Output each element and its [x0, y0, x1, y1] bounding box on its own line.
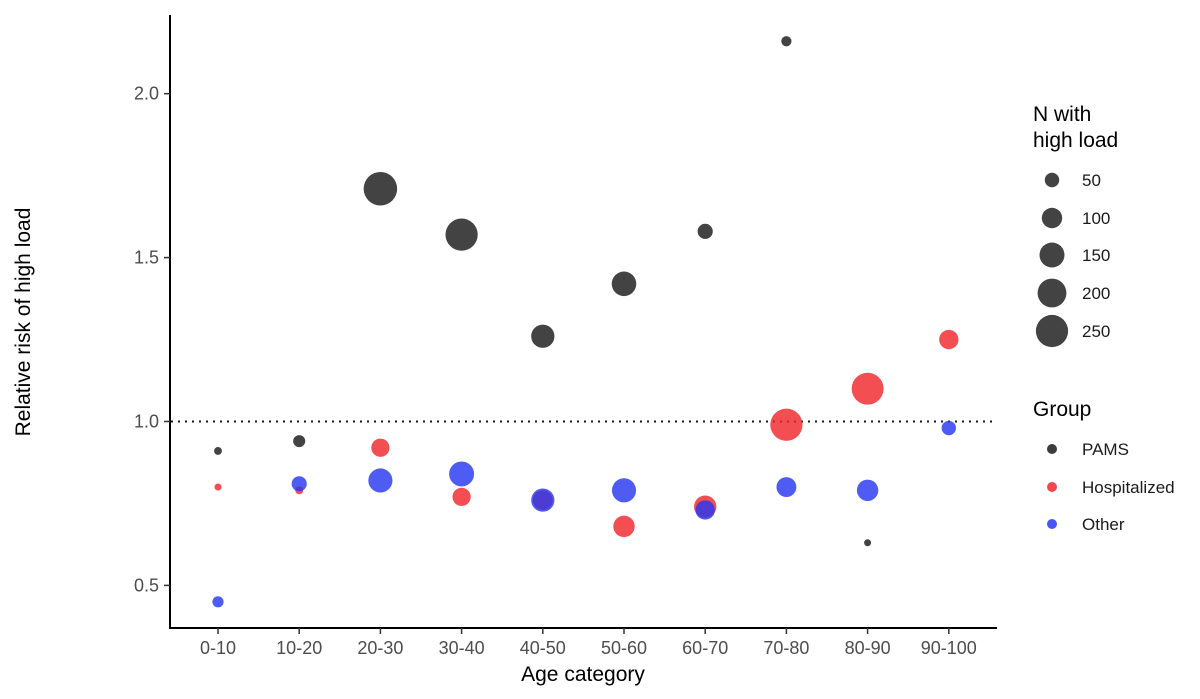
x-tick-label: 80-90: [845, 638, 891, 658]
data-point: [368, 468, 393, 493]
x-tick-label: 40-50: [520, 638, 566, 658]
data-point: [214, 447, 222, 455]
x-tick-label: 50-60: [601, 638, 647, 658]
y-tick-label: 1.0: [134, 411, 159, 431]
data-point: [851, 372, 884, 405]
size-legend-key: [1035, 314, 1069, 348]
group-legend-key: [1047, 482, 1057, 492]
plot-area: [171, 36, 997, 608]
size-legend-title-line-1: N with: [1033, 103, 1091, 126]
data-point: [776, 477, 797, 497]
data-point: [363, 171, 398, 206]
x-axis-title: Age category: [521, 663, 645, 686]
data-point: [770, 408, 803, 441]
x-tick-label: 90-100: [921, 638, 977, 658]
y-axis-title: Relative risk of high load: [12, 208, 35, 437]
data-point: [611, 478, 637, 503]
data-point: [697, 223, 713, 239]
x-tick-label: 10-20: [276, 638, 322, 658]
series-other: [212, 420, 957, 608]
series-pams: [214, 36, 872, 547]
y-tick-label: 2.0: [134, 84, 159, 104]
series-hospitalized: [214, 329, 959, 538]
data-point: [445, 218, 478, 251]
size-legend-key: [1044, 172, 1060, 188]
group-legend-label: PAMS: [1082, 440, 1129, 459]
x-tick-label: 20-30: [357, 638, 403, 658]
data-point: [449, 461, 475, 487]
data-point: [781, 36, 792, 47]
legend: N with high load Group 50 100 150 200 250 PAM…: [1033, 103, 1175, 534]
size-legend-label: 250: [1082, 322, 1110, 341]
data-point: [212, 596, 224, 608]
axes: Age category Relative risk of high load …: [12, 15, 997, 686]
data-point: [371, 438, 390, 457]
size-legend-label: 50: [1082, 171, 1101, 190]
group-legend-title: Group: [1033, 398, 1091, 421]
group-legend-key: [1047, 519, 1057, 529]
data-point: [939, 329, 959, 350]
size-legend-key: [1039, 242, 1065, 268]
data-point: [695, 500, 715, 520]
data-point: [531, 324, 555, 348]
group-legend-label: Hospitalized: [1082, 478, 1175, 497]
size-legend-label: 100: [1082, 209, 1110, 228]
x-tick-label: 30-40: [439, 638, 485, 658]
y-tick-label: 0.5: [134, 575, 159, 595]
data-point: [452, 487, 471, 507]
size-legend-label: 200: [1082, 284, 1110, 303]
data-point: [613, 515, 635, 538]
data-point: [293, 435, 306, 448]
size-legend-key: [1041, 207, 1063, 229]
size-legend-key: [1037, 278, 1067, 308]
x-tick-label: 0-10: [200, 638, 236, 658]
x-tick-label: 70-80: [763, 638, 809, 658]
data-point: [856, 479, 879, 502]
data-point: [941, 420, 957, 436]
y-tick-label: 1.5: [134, 248, 159, 268]
data-point: [291, 476, 307, 492]
x-tick-label: 60-70: [682, 638, 728, 658]
size-legend-label: 150: [1082, 246, 1110, 265]
data-point: [864, 539, 872, 547]
group-legend-key: [1047, 444, 1057, 454]
data-point: [214, 483, 222, 491]
group-legend-label: Other: [1082, 515, 1125, 534]
size-legend-title-line-2: high load: [1033, 129, 1118, 152]
data-point: [611, 271, 637, 297]
data-point: [531, 488, 555, 512]
